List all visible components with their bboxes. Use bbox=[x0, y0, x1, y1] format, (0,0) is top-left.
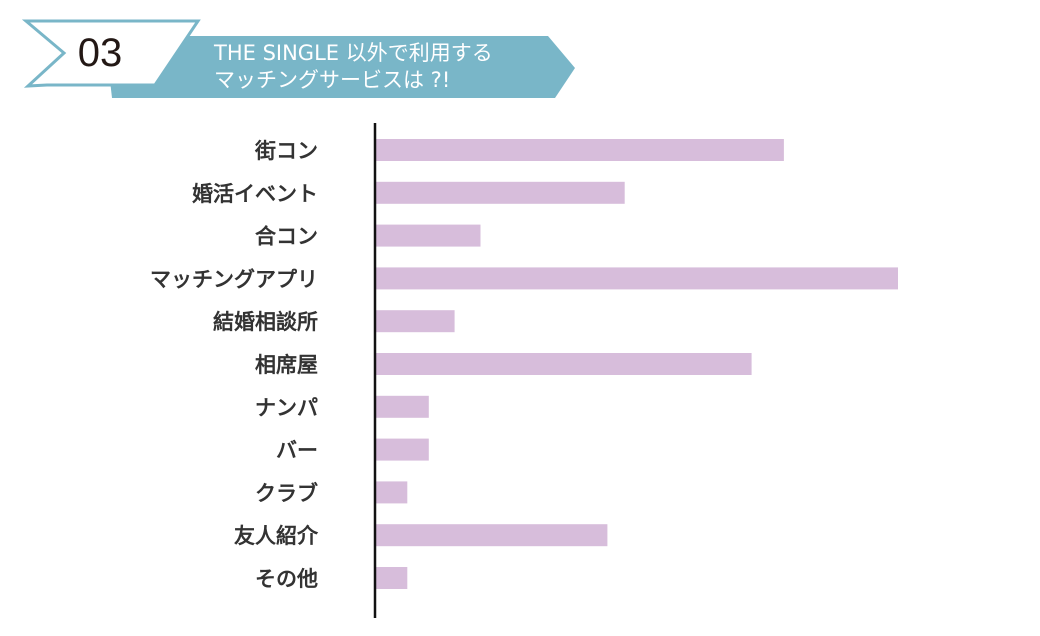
category-label: クラブ bbox=[255, 481, 318, 505]
section-title-line1: THE SINGLE 以外で利用する bbox=[213, 41, 493, 65]
bar-0 bbox=[375, 139, 784, 161]
category-label: マッチングアプリ bbox=[150, 267, 318, 291]
category-label: 街コン bbox=[254, 139, 318, 163]
bar-6 bbox=[375, 395, 429, 418]
bar-9 bbox=[375, 524, 608, 547]
category-label: 結婚相談所 bbox=[213, 310, 318, 334]
section-number: 03 bbox=[78, 31, 123, 75]
category-label: 友人紹介 bbox=[234, 524, 319, 548]
section-title-line2: マッチングサービスは ?! bbox=[214, 68, 450, 92]
category-label: ナンパ bbox=[255, 396, 318, 420]
category-label: バー bbox=[276, 439, 318, 463]
number-tag bbox=[21, 19, 201, 88]
category-label: その他 bbox=[255, 567, 318, 591]
category-label: 相席屋 bbox=[255, 353, 318, 377]
bar-4 bbox=[375, 310, 455, 333]
title-ribbon bbox=[105, 36, 575, 98]
section-banner: 03 THE SINGLE 以外で利用する マッチングサービスは ?! bbox=[21, 19, 575, 98]
bar-7 bbox=[375, 438, 429, 461]
bars-layer bbox=[375, 139, 898, 589]
bar-5 bbox=[375, 353, 752, 375]
bar-2 bbox=[375, 224, 481, 247]
bar-8 bbox=[375, 481, 408, 504]
category-label: 婚活イベント bbox=[192, 182, 318, 206]
bar-10 bbox=[375, 567, 408, 589]
category-labels: 街コン婚活イベント合コンマッチングアプリ結婚相談所相席屋ナンパバークラブ友人紹介… bbox=[150, 139, 319, 591]
bar-1 bbox=[375, 181, 625, 204]
bar-3 bbox=[375, 267, 898, 290]
category-label: 合コン bbox=[255, 225, 318, 249]
